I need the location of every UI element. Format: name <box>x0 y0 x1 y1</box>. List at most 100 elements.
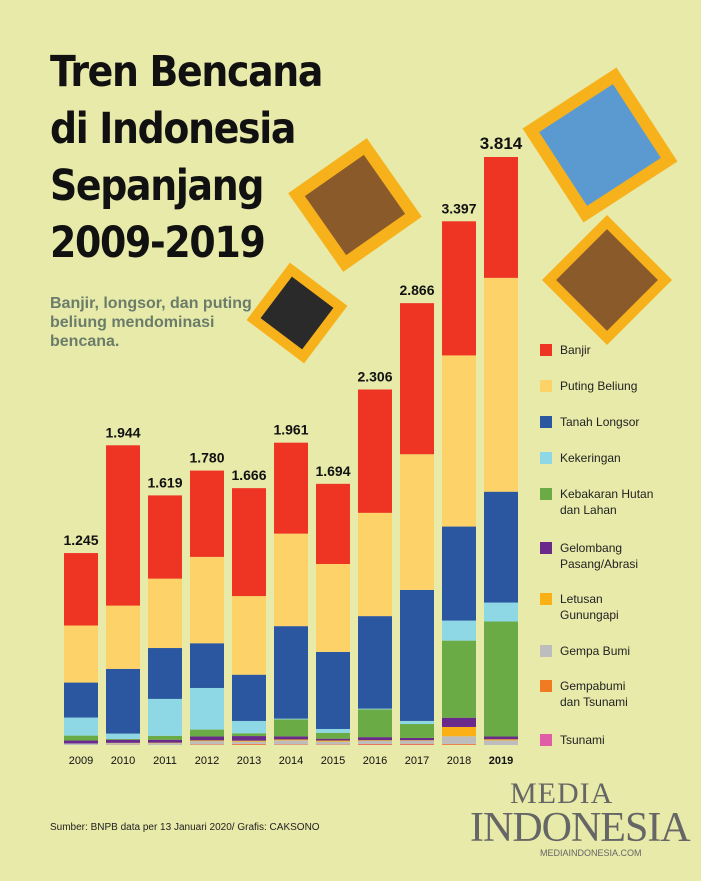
bar-segment <box>442 620 476 641</box>
bar-segment <box>148 698 182 736</box>
x-tick-label: 2018 <box>447 755 471 767</box>
x-tick-label: 2011 <box>153 755 177 767</box>
logo-url: MEDIAINDONESIA.COM <box>540 848 642 858</box>
bar-segment <box>148 739 182 743</box>
bar-segment <box>64 717 98 736</box>
bar-segment <box>232 733 266 737</box>
bar-segment <box>400 454 434 590</box>
bar-segment <box>232 720 266 734</box>
bar-segment <box>484 602 518 622</box>
x-tick-label: 2009 <box>69 755 93 767</box>
bar-segment <box>190 470 224 557</box>
bar-segment <box>232 740 266 742</box>
legend-swatch <box>540 680 552 692</box>
legend-label: Kebakaran Hutan dan Lahan <box>560 487 654 517</box>
bar-segment <box>106 738 140 740</box>
bar-segment <box>190 729 224 737</box>
legend-item: Puting Beliung <box>540 378 637 394</box>
legend-label: Letusan Gunungapi <box>560 592 619 622</box>
bar-segment <box>400 724 434 738</box>
x-tick-label: 2012 <box>195 755 219 767</box>
bar-segment <box>442 726 476 737</box>
total-label: 1.245 <box>63 532 98 548</box>
bar-segment <box>190 687 224 730</box>
legend-swatch <box>540 344 552 356</box>
legend-item: Gempabumi dan Tsunami <box>540 678 628 710</box>
legend-swatch <box>540 452 552 464</box>
legend-item: Gelombang Pasang/Abrasi <box>540 540 638 572</box>
bar-segment <box>484 740 518 745</box>
x-tick-label: 2010 <box>111 755 135 767</box>
bar-segment <box>316 728 350 733</box>
bar-segment <box>232 488 266 597</box>
x-tick-label: 2016 <box>363 755 387 767</box>
bar-segment <box>442 640 476 718</box>
bar-segment <box>400 740 434 744</box>
bar-segment <box>442 526 476 621</box>
logo-top: MEDIA <box>510 777 614 810</box>
bar-segment <box>400 589 434 721</box>
legend-swatch <box>540 593 552 605</box>
subtitle: Banjir, longsor, dan puting beliung mend… <box>50 295 252 350</box>
bar-segment <box>64 740 98 744</box>
bar-segment <box>232 743 266 745</box>
bar-segment <box>106 445 140 606</box>
bar-segment <box>442 717 476 727</box>
logo-main: INDONESIA <box>470 805 691 851</box>
legend-swatch <box>540 645 552 657</box>
bar-segment <box>484 621 518 737</box>
legend-item: Gempa Bumi <box>540 643 630 659</box>
bar-segment <box>316 738 350 741</box>
legend-swatch <box>540 542 552 554</box>
bar-segment <box>106 743 140 745</box>
bar-segment <box>64 743 98 745</box>
bar-segment <box>400 720 434 725</box>
bar-segment <box>190 741 224 745</box>
bar-segment <box>358 740 392 744</box>
bar-segment <box>232 674 266 721</box>
bar-segment <box>358 737 392 741</box>
legend-label: Banjir <box>560 343 591 357</box>
x-tick-label: 2019 <box>489 755 513 767</box>
total-label: 3.397 <box>441 200 476 216</box>
bar-segment <box>358 709 392 738</box>
bar-segment <box>442 736 476 744</box>
bar-segment <box>358 616 392 709</box>
bar-segment <box>106 668 140 734</box>
total-label: 1.666 <box>231 467 266 483</box>
bar-segment <box>232 596 266 675</box>
bar-segment <box>358 389 392 513</box>
legend-swatch <box>540 488 552 500</box>
total-label: 1.944 <box>105 424 140 440</box>
bar-segment <box>274 533 308 627</box>
bar-segment <box>274 718 308 720</box>
legend-label: Tsunami <box>560 733 605 747</box>
total-label: 1.694 <box>315 463 350 479</box>
logo: MEDIA INDONESIA MEDIAINDONESIA.COM <box>470 777 691 859</box>
legend-label: Tanah Longsor <box>560 415 640 429</box>
total-label: 1.619 <box>147 474 182 490</box>
x-tick-label: 2014 <box>279 755 303 767</box>
bar-segment <box>316 483 350 565</box>
source: Sumber: BNPB data per 13 Januari 2020/ G… <box>50 822 320 833</box>
bar-segment <box>358 743 392 745</box>
bar-segment <box>484 736 518 740</box>
bar-segment <box>358 708 392 710</box>
bar-segment <box>316 564 350 652</box>
bar-segment <box>358 740 392 741</box>
bar-segment <box>148 743 182 745</box>
bar-segment <box>274 736 308 740</box>
x-tick-label: 2017 <box>405 755 429 767</box>
legend-item: Letusan Gunungapi <box>540 591 619 623</box>
bar-segment <box>400 303 434 455</box>
bar-segment <box>64 682 98 718</box>
legend-label: Gelombang Pasang/Abrasi <box>560 541 639 571</box>
bar-segment <box>148 578 182 649</box>
bar-segment <box>400 743 434 745</box>
bar-segment <box>316 651 350 729</box>
bar-segment <box>400 737 434 741</box>
bar-segment <box>484 277 518 492</box>
x-tick-label: 2013 <box>237 755 261 767</box>
bar-segment <box>64 553 98 626</box>
